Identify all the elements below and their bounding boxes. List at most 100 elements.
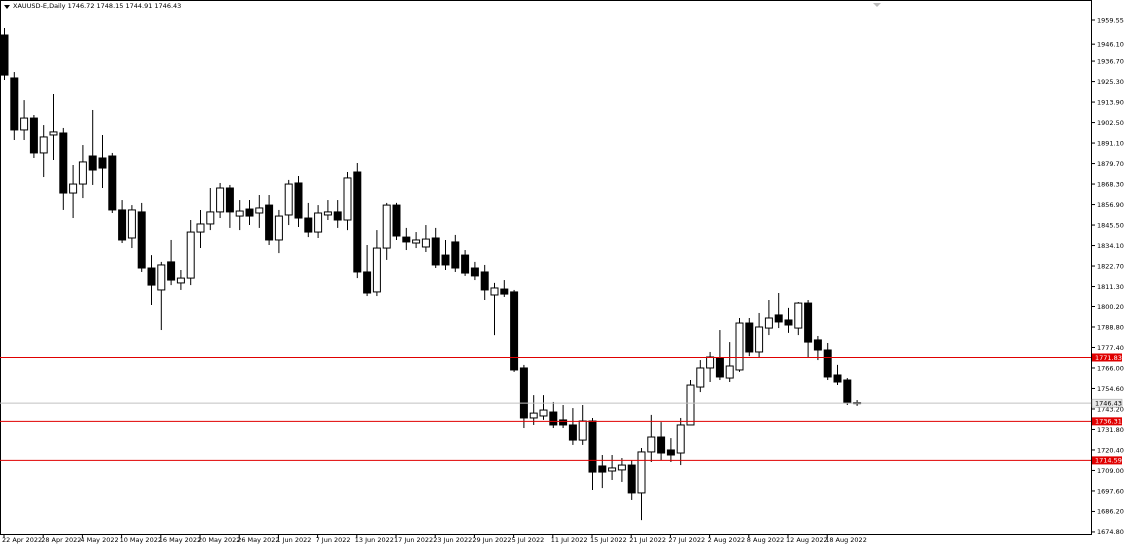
candle-body: [480, 271, 489, 291]
x-tick-label: 4 May 2022: [80, 536, 118, 544]
candle-body: [343, 177, 352, 221]
x-tick-label: 22 Apr 2022: [2, 536, 42, 544]
x-tick-label: 29 Jun 2022: [472, 536, 511, 544]
candle-body: [774, 314, 783, 323]
candle-body: [578, 420, 587, 441]
x-tick-label: 12 Aug 2022: [786, 536, 828, 544]
candle-body: [764, 317, 773, 329]
candle-body: [10, 77, 19, 131]
candle-body: [804, 302, 813, 343]
candle-body: [392, 204, 401, 237]
candle-body: [186, 231, 195, 279]
y-tick-label: 1731.80: [1097, 426, 1124, 434]
candle-body: [274, 215, 283, 241]
x-tick-label: 21 Jul 2022: [629, 536, 666, 544]
current-price-label: 1746.43: [1095, 399, 1122, 407]
y-tick-label: 1936.70: [1097, 57, 1124, 65]
candle-body: [451, 241, 460, 269]
candle-body: [245, 208, 254, 217]
x-tick-label: 11 Jul 2022: [551, 536, 588, 544]
level-label: 1714.59: [1095, 457, 1122, 465]
y-tick-label: 1913.90: [1097, 98, 1124, 106]
y-tick-label: 1766.00: [1097, 364, 1124, 372]
candle-body: [666, 449, 675, 456]
candle-body: [813, 339, 822, 351]
candle-body: [549, 411, 558, 426]
x-tick-label: 17 Jun 2022: [394, 536, 433, 544]
level-label-box: [1092, 417, 1122, 426]
y-tick-label: 1788.80: [1097, 323, 1124, 331]
candle-body: [88, 155, 97, 171]
candle-body: [323, 211, 332, 216]
candle-body: [127, 209, 136, 239]
y-tick-label: 1720.40: [1097, 446, 1124, 454]
y-tick-label: 1925.30: [1097, 78, 1124, 86]
x-tick-label: 26 May 2022: [237, 536, 279, 544]
x-tick-label: 28 Apr 2022: [41, 536, 81, 544]
candle-body: [98, 157, 107, 169]
y-tick-label: 1845.50: [1097, 221, 1124, 229]
y-tick-label: 1697.60: [1097, 487, 1124, 495]
candle-body: [49, 131, 58, 136]
candle-body: [147, 267, 156, 286]
x-tick-label: 20 May 2022: [198, 536, 240, 544]
x-tick-label: 2 Aug 2022: [708, 536, 746, 544]
candle-body: [216, 187, 225, 213]
x-tick-label: 16 May 2022: [159, 536, 201, 544]
candle-body: [588, 420, 597, 473]
candle-body: [745, 322, 754, 353]
candle-body: [461, 254, 470, 274]
shift-marker: [873, 3, 881, 7]
level-label-box: [1092, 353, 1122, 362]
candle-body: [353, 171, 362, 273]
candle-body: [118, 209, 127, 241]
candle-body: [314, 212, 323, 233]
candle-body: [529, 412, 538, 419]
candle-body: [20, 117, 29, 131]
y-tick-label: 1856.90: [1097, 201, 1124, 209]
y-tick-label: 1891.10: [1097, 139, 1124, 147]
candle-body: [294, 182, 303, 219]
candle-body: [627, 464, 636, 494]
candle-body: [235, 210, 244, 217]
y-tick-label: 1743.20: [1097, 405, 1124, 413]
candle-body: [0, 34, 9, 76]
candle-body: [225, 187, 234, 213]
candle-body: [735, 322, 744, 371]
level-label-box: [1092, 456, 1122, 465]
candle-body: [784, 319, 793, 326]
candle-body: [823, 349, 832, 378]
x-tick-label: 23 Jun 2022: [433, 536, 472, 544]
candle-body: [500, 288, 509, 295]
candle-body: [725, 365, 734, 379]
current-price-box: [1091, 398, 1123, 408]
y-tick-label: 1959.55: [1097, 16, 1124, 24]
candle-body: [137, 211, 146, 269]
candle-body: [676, 424, 685, 454]
x-tick-label: 10 May 2022: [120, 536, 162, 544]
x-tick-label: 27 Jul 2022: [668, 536, 705, 544]
candle-body: [372, 247, 381, 293]
menu-arrow: [4, 5, 10, 9]
candle-body: [637, 451, 646, 494]
y-tick-label: 1686.20: [1097, 508, 1124, 516]
chart-title: XAUUSD-E,Daily 1746.72 1748.15 1744.91 1…: [13, 2, 181, 10]
candle-body: [265, 204, 274, 241]
x-tick-label: 13 Jun 2022: [355, 536, 394, 544]
y-tick-label: 1902.50: [1097, 119, 1124, 127]
x-tick-label: 18 Aug 2022: [825, 536, 867, 544]
y-tick-label: 1879.70: [1097, 160, 1124, 168]
x-tick-label: 8 Aug 2022: [747, 536, 785, 544]
candle-body: [706, 356, 715, 369]
candle-body: [157, 264, 166, 291]
candle-body: [617, 464, 626, 471]
candle-body: [608, 467, 617, 472]
candle-body: [176, 277, 185, 284]
candle-body: [69, 183, 78, 194]
candle-body: [167, 261, 176, 281]
candle-body: [568, 424, 577, 441]
candle-body: [510, 291, 519, 371]
candle-body: [843, 379, 852, 404]
candle-body: [833, 374, 842, 383]
